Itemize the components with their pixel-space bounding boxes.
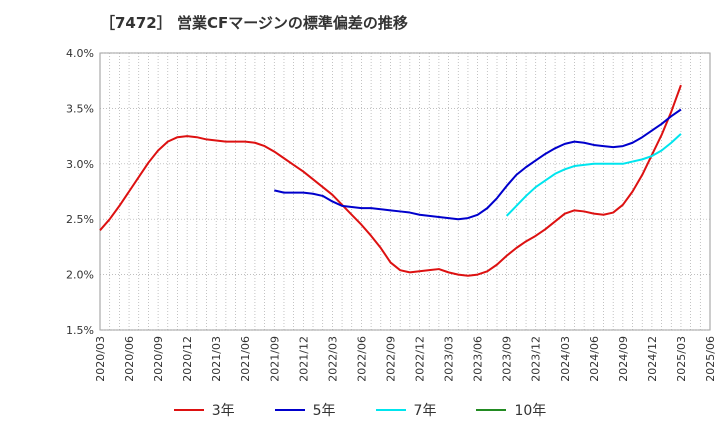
x-tick-label: 2023/09 [501, 336, 514, 382]
x-tick-label: 2025/03 [675, 336, 688, 382]
chart-title: ［7472］ 営業CFマージンの標準偏差の推移 [100, 14, 408, 32]
x-tick-label: 2024/03 [559, 336, 572, 382]
legend-item: 10年 [476, 400, 546, 420]
x-tick-label: 2025/06 [704, 336, 717, 382]
x-tick-label: 2023/06 [472, 336, 485, 382]
legend-label: 5年 [312, 403, 336, 419]
y-tick-label: 2.0% [66, 269, 94, 282]
legend: 3年 5年 7年 10年 [0, 400, 720, 420]
x-tick-label: 2020/12 [181, 336, 194, 382]
y-axis: 1.5% 2.0% 2.5% 3.0% 3.5% 4.0% [66, 47, 94, 337]
legend-item: 5年 [274, 400, 336, 420]
x-tick-label: 2021/12 [297, 336, 310, 382]
x-tick-label: 2020/09 [152, 336, 165, 382]
y-tick-label: 1.5% [66, 324, 94, 337]
x-axis: 2020/03 2020/06 2020/09 2020/12 2021/03 2021/… [94, 336, 717, 382]
x-tick-label: 2021/09 [268, 336, 281, 382]
series-lines [99, 84, 682, 277]
legend-label: 3年 [211, 403, 235, 419]
x-tick-label: 2021/03 [210, 336, 223, 382]
series-line-5年 [274, 108, 682, 221]
plot-area [99, 52, 711, 331]
legend-swatch [476, 409, 507, 411]
x-tick-label: 2023/12 [530, 336, 543, 382]
y-tick-label: 2.5% [66, 213, 94, 226]
legend-swatch [173, 409, 204, 411]
x-tick-label: 2024/12 [646, 336, 659, 382]
x-tick-label: 2020/03 [94, 336, 107, 382]
legend-label: 7年 [413, 403, 437, 419]
grid [100, 52, 710, 331]
y-tick-label: 3.0% [66, 158, 94, 171]
x-tick-label: 2022/12 [414, 336, 427, 382]
legend-item: 7年 [375, 400, 437, 420]
legend-label: 10年 [514, 403, 547, 419]
x-tick-label: 2022/03 [326, 336, 339, 382]
x-tick-label: 2020/06 [123, 336, 136, 382]
legend-item: 3年 [173, 400, 235, 420]
x-tick-label: 2024/06 [588, 336, 601, 382]
legend-swatch [375, 409, 406, 411]
y-tick-label: 3.5% [66, 102, 94, 115]
series-line-7年 [505, 133, 682, 217]
legend-swatch [274, 409, 305, 411]
x-tick-label: 2023/03 [443, 336, 456, 382]
x-tick-label: 2022/09 [384, 336, 397, 382]
x-tick-label: 2021/06 [239, 336, 252, 382]
series-line-3年 [99, 84, 682, 277]
x-tick-label: 2022/06 [355, 336, 368, 382]
x-tick-label: 2024/09 [617, 336, 630, 382]
y-tick-label: 4.0% [66, 47, 94, 60]
